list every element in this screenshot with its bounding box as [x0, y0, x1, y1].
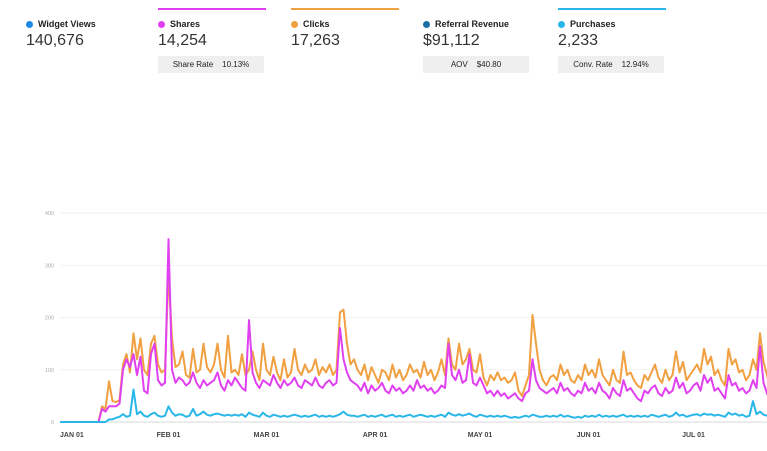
y-tick-label: 0 [51, 420, 54, 426]
line-chart: 0 100 200 300 400 JAN 01 FEB 01 MAR 01 APR 01 MA… [45, 211, 767, 439]
metric-label: Referral Revenue [435, 19, 510, 29]
y-tick-label: 400 [45, 211, 54, 217]
active-metric-indicator [158, 8, 266, 10]
active-metric-indicator [558, 8, 666, 10]
metric-label: Widget Views [38, 19, 96, 29]
shares-dot-icon [158, 20, 165, 28]
share-rate-box: Share Rate 10.13% [158, 56, 264, 73]
x-tick-label: JUL 01 [682, 432, 705, 439]
x-tick-label: FEB 01 [157, 432, 181, 439]
series-line-purchases[interactable] [60, 388, 767, 423]
series-line-shares[interactable] [60, 238, 767, 423]
sub-label: AOV [450, 60, 468, 69]
y-tick-label: 100 [45, 368, 54, 374]
purchases-dot-icon [558, 20, 565, 28]
chart-gridlines [60, 212, 767, 423]
y-tick-label: 200 [45, 316, 54, 322]
x-axis-ticks: JAN 01 FEB 01 MAR 01 APR 01 MAY 01 JUN 01 JUL … [60, 432, 705, 439]
x-tick-label: JAN 01 [60, 432, 84, 439]
metric-value: $91,112 [423, 32, 480, 49]
metric-label: Shares [170, 19, 201, 29]
series-line-clicks[interactable] [60, 272, 767, 423]
metric-value: 2,233 [558, 32, 599, 49]
sub-value: $40.80 [476, 60, 502, 69]
metric-label: Purchases [570, 19, 616, 29]
sub-value: 12.94% [621, 60, 649, 69]
metric-value: 14,254 [158, 32, 207, 49]
x-tick-label: MAY 01 [468, 432, 493, 439]
x-tick-label: JUN 01 [577, 432, 601, 439]
sub-label: Conv. Rate [573, 60, 613, 69]
x-tick-label: APR 01 [363, 432, 388, 439]
widget-views-dot-icon [26, 20, 33, 28]
x-tick-label: MAR 01 [254, 432, 280, 439]
sub-value: 10.13% [222, 60, 250, 69]
conv-rate-box: Conv. Rate 12.94% [558, 56, 664, 73]
chart-series [60, 238, 767, 423]
metric-value: 17,263 [291, 32, 340, 49]
referral-revenue-dot-icon [423, 20, 430, 28]
metric-value: 140,676 [26, 32, 84, 49]
y-tick-label: 300 [45, 263, 54, 269]
metric-label: Clicks [303, 19, 330, 29]
y-axis-ticks: 0 100 200 300 400 [45, 211, 54, 426]
active-metric-indicator [291, 8, 399, 10]
sub-label: Share Rate [172, 60, 214, 69]
clicks-dot-icon [291, 20, 298, 28]
aov-box: AOV $40.80 [423, 56, 529, 73]
